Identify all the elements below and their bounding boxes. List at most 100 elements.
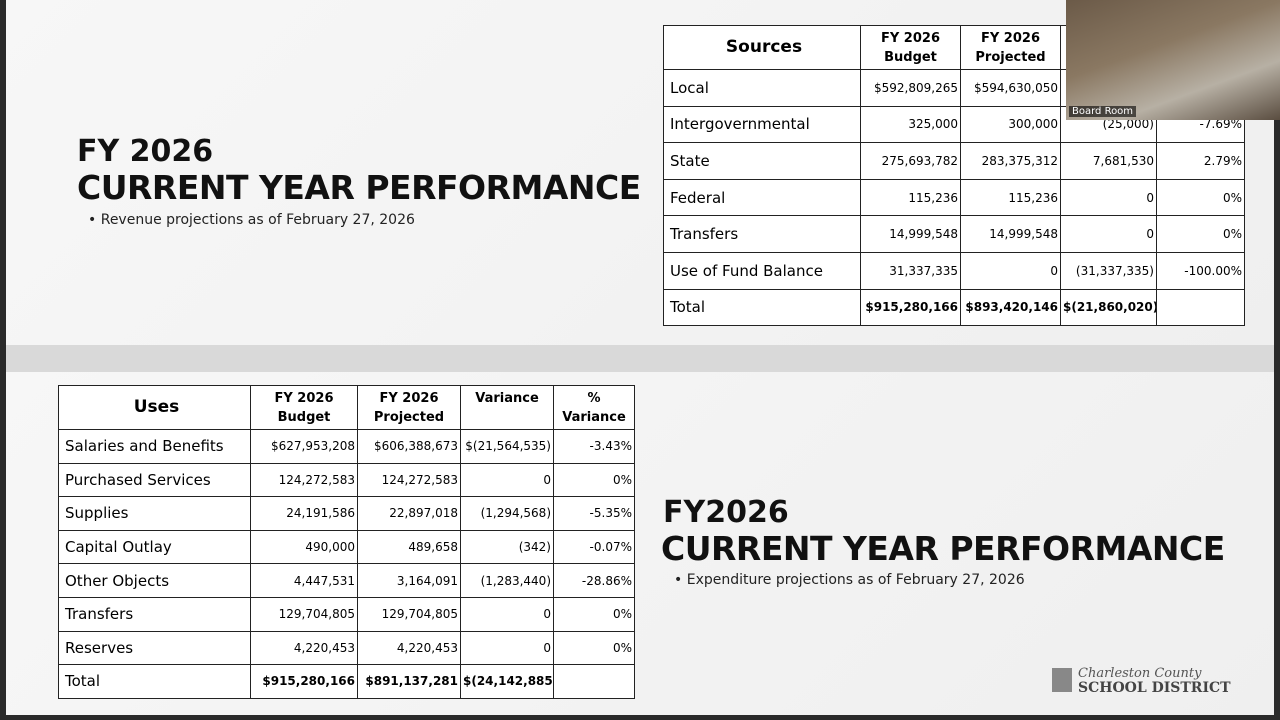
table-cell: 325,000 [860, 105, 961, 144]
table-cell [1156, 288, 1245, 327]
table-cell: Total [663, 288, 861, 327]
table-cell: 3,164,091 [357, 563, 461, 598]
table-cell: 0 [1060, 215, 1157, 253]
table-cell: Use of Fund Balance [663, 251, 861, 290]
table-cell: FY 2026 Projected [960, 25, 1061, 70]
table-cell: (1,283,440) [460, 563, 554, 598]
table-cell: Reserves [58, 630, 251, 666]
table-row: Capital Outlay 490,000 489,658 (342) -0.07% [58, 529, 635, 565]
table-cell: (342) [460, 529, 554, 565]
table-cell: 2.79% [1156, 142, 1245, 180]
table-cell: $(24,142,885) [460, 664, 554, 699]
table-cell: $915,280,166 [250, 664, 358, 699]
table-cell: Capital Outlay [58, 529, 251, 565]
data-table: Uses FY 2026 Budget FY 2026 Projected Varia… [58, 385, 635, 699]
table-cell: $(21,564,535) [460, 429, 554, 464]
table-cell: Purchased Services [58, 462, 251, 498]
table-cell: 22,897,018 [357, 496, 461, 531]
table-cell: 275,693,782 [860, 142, 961, 180]
table-cell: $594,630,050 [960, 69, 1061, 107]
title: FY 2026 [77, 134, 214, 169]
table-cell: 0 [460, 596, 554, 632]
table-cell: 0% [1156, 215, 1245, 253]
table-row: Other Objects 4,447,531 3,164,091 (1,283,44… [58, 563, 635, 598]
title: CURRENT YEAR PERFORMANCE [77, 168, 641, 207]
table-cell: 283,375,312 [960, 142, 1061, 180]
video-feed [1066, 0, 1280, 120]
title: CURRENT YEAR PERFORMANCE [661, 529, 1225, 568]
table-cell: $627,953,208 [250, 429, 358, 464]
table-cell: Salaries and Benefits [58, 429, 251, 464]
table-cell: Federal [663, 178, 861, 217]
table-cell: -3.43% [553, 429, 635, 464]
table-cell: Supplies [58, 496, 251, 531]
table-cell: Sources [663, 25, 861, 70]
title: FY2026 [663, 495, 789, 530]
table-cell: Total [58, 664, 251, 699]
table-cell: 124,272,583 [250, 462, 358, 498]
table-row: Federal 115,236 115,236 0 0% [663, 178, 1245, 217]
table-cell: -28.86% [553, 563, 635, 598]
table-row: State 275,693,782 283,375,312 7,681,530 2.79… [663, 142, 1245, 180]
table-cell: Uses [58, 385, 251, 430]
table-cell: 124,272,583 [357, 462, 461, 498]
table-cell: 115,236 [860, 178, 961, 217]
table-cell: FY 2026 Budget [860, 25, 961, 70]
slide-gap [6, 345, 1274, 372]
table-cell: % Variance [553, 385, 635, 430]
table-cell: 0 [960, 251, 1061, 290]
table-cell: $592,809,265 [860, 69, 961, 107]
table-row: Use of Fund Balance 31,337,335 0 (31,337,33… [663, 251, 1245, 290]
table-cell: 0% [553, 630, 635, 666]
table-cell: 7,681,530 [1060, 142, 1157, 180]
table-row: Supplies 24,191,586 22,897,018 (1,294,568) -… [58, 496, 635, 531]
table-row: Total $915,280,166 $893,420,146 $(21,860,02… [663, 288, 1245, 327]
table-cell: 490,000 [250, 529, 358, 565]
table-cell: $915,280,166 [860, 288, 961, 327]
table-cell: 0 [1060, 178, 1157, 217]
table-row: Reserves 4,220,453 4,220,453 0 0% [58, 630, 635, 666]
table-cell: 4,220,453 [250, 630, 358, 666]
table-cell: $(21,860,020) [1060, 288, 1157, 327]
table-cell: $606,388,673 [357, 429, 461, 464]
table-cell: 31,337,335 [860, 251, 961, 290]
table-cell: Transfers [663, 215, 861, 253]
table-cell: Transfers [58, 596, 251, 632]
table-cell: Intergovernmental [663, 105, 861, 144]
logo-icon [1052, 668, 1072, 692]
table-cell: 4,220,453 [357, 630, 461, 666]
table-row: Transfers 14,999,548 14,999,548 0 0% [663, 215, 1245, 253]
table-cell: 14,999,548 [860, 215, 961, 253]
table-cell: State [663, 142, 861, 180]
table-cell: 0% [553, 462, 635, 498]
table-cell: 0 [460, 630, 554, 666]
table-cell: Local [663, 69, 861, 107]
logo-text: Charleston County [1078, 666, 1202, 681]
data-table: Sources FY 2026 Budget FY 2026 Projected Lo… [663, 25, 1245, 327]
table-cell: -5.35% [553, 496, 635, 531]
bullet: • Expenditure projections as of February… [674, 572, 1025, 588]
table-cell: 129,704,805 [357, 596, 461, 632]
table-cell: 0% [553, 596, 635, 632]
table-cell: Other Objects [58, 563, 251, 598]
bullet-text: Expenditure projections as of February 2… [686, 572, 1025, 588]
table-row: Uses FY 2026 Budget FY 2026 Projected Varia… [58, 385, 635, 430]
table-cell: 0% [1156, 178, 1245, 217]
table-cell: 489,658 [357, 529, 461, 565]
table-cell: 0 [460, 462, 554, 498]
table-cell: 300,000 [960, 105, 1061, 144]
table-cell: 24,191,586 [250, 496, 358, 531]
table-row: Intergovernmental 325,000 300,000 (25,000) -… [663, 105, 1245, 144]
table-cell: $891,137,281 [357, 664, 461, 699]
bullet-text: Revenue projections as of February 27, 2… [100, 212, 415, 228]
table-cell: Variance [460, 385, 554, 430]
table-row: Total $915,280,166 $891,137,281 $(24,142,88… [58, 664, 635, 699]
table-cell: (31,337,335) [1060, 251, 1157, 290]
table-cell: 14,999,548 [960, 215, 1061, 253]
logo-text: SCHOOL DISTRICT [1078, 680, 1231, 696]
table-row: Purchased Services 124,272,583 124,272,583… [58, 462, 635, 498]
table-row: Salaries and Benefits $627,953,208 $606,38… [58, 429, 635, 464]
table-cell: 4,447,531 [250, 563, 358, 598]
video-label: Board Room [1069, 106, 1137, 117]
